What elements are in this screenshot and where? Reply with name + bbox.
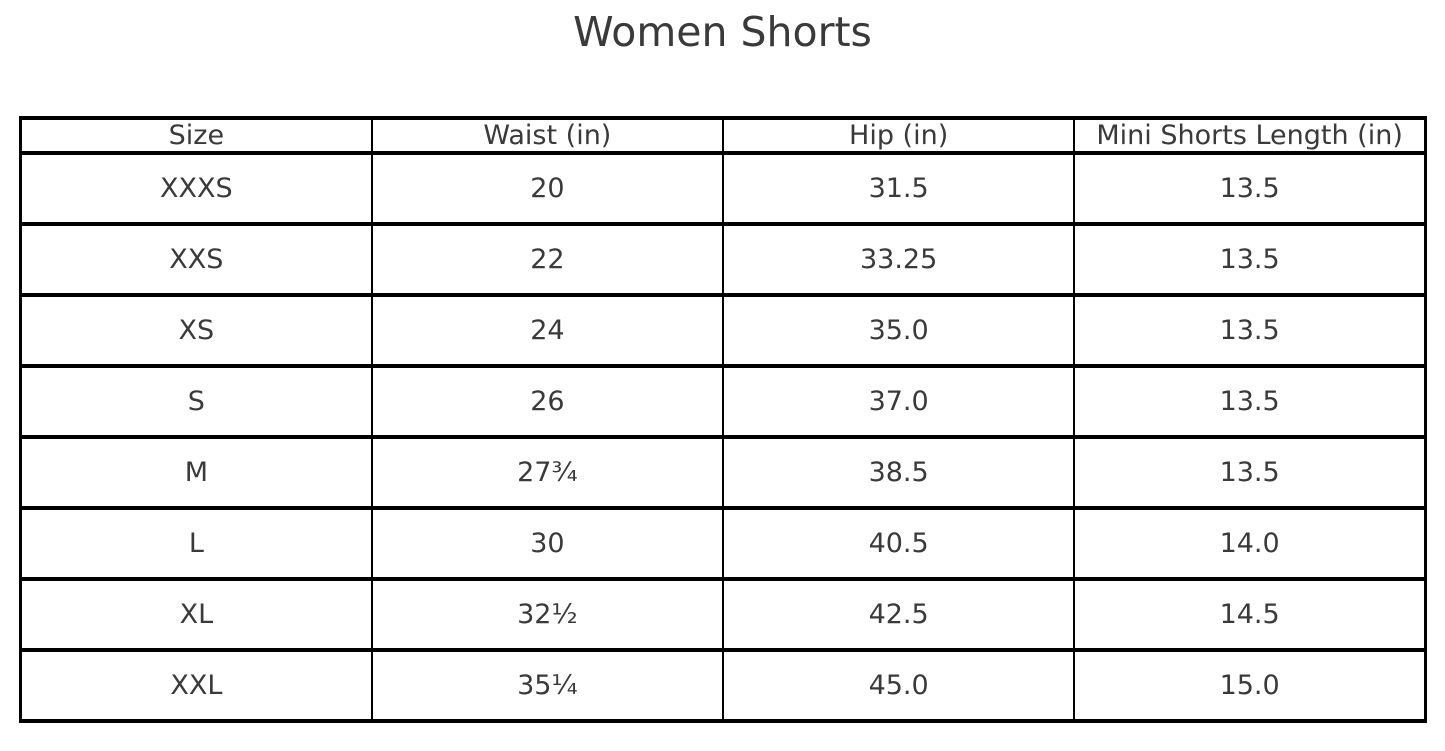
size-chart-body: XXXS 20 31.5 13.5 XXS 22 33.25 13.5 XS 24 35.0 13.5… [19,151,1427,723]
table-cell: 13.5 [1073,364,1427,439]
table-cell: L [19,506,373,581]
table-cell: 14.5 [1073,577,1427,652]
table-cell: XS [19,293,373,368]
table-row: M 27¾ 38.5 13.5 [19,435,1427,510]
table-row: S 26 37.0 13.5 [19,364,1427,439]
table-cell: 38.5 [721,435,1076,510]
table-cell: 42.5 [721,577,1076,652]
table-cell: 35¼ [370,648,725,723]
table-cell: 27¾ [370,435,725,510]
table-cell: XL [19,577,373,652]
table-cell: 13.5 [1073,293,1427,368]
table-cell: 37.0 [721,364,1076,439]
table-cell: 40.5 [721,506,1076,581]
table-cell: 13.5 [1073,222,1427,297]
table-cell: XXS [19,222,373,297]
table-cell: 24 [370,293,725,368]
table-cell: 15.0 [1073,648,1427,723]
table-cell: 30 [370,506,725,581]
column-header-0: Size [19,116,373,155]
table-cell: 35.0 [721,293,1076,368]
table-cell: 14.0 [1073,506,1427,581]
table-cell: 13.5 [1073,435,1427,510]
column-header-2: Hip (in) [721,116,1076,155]
table-cell: 26 [370,364,725,439]
page-title: Women Shorts [573,8,872,56]
table-row: XL 32½ 42.5 14.5 [19,577,1427,652]
header-row: Size Waist (in) Hip (in) Mini Shorts Length… [19,116,1427,155]
table-row: L 30 40.5 14.0 [19,506,1427,581]
table-cell: 32½ [370,577,725,652]
column-header-1: Waist (in) [370,116,725,155]
column-header-3: Mini Shorts Length (in) [1073,116,1427,155]
table-cell: 33.25 [721,222,1076,297]
table-row: XXS 22 33.25 13.5 [19,222,1427,297]
table-cell: S [19,364,373,439]
table-cell: M [19,435,373,510]
table-cell: 22 [370,222,725,297]
size-chart-header: Size Waist (in) Hip (in) Mini Shorts Length… [19,116,1427,155]
table-cell: 45.0 [721,648,1076,723]
table-cell: XXXS [19,151,373,226]
table-row: XXL 35¼ 45.0 15.0 [19,648,1427,723]
table-cell: XXL [19,648,373,723]
table-row: XXXS 20 31.5 13.5 [19,151,1427,226]
table-cell: 31.5 [721,151,1076,226]
table-cell: 20 [370,151,725,226]
size-chart-table: Size Waist (in) Hip (in) Mini Shorts Length… [19,116,1427,723]
table-cell: 13.5 [1073,151,1427,226]
table-row: XS 24 35.0 13.5 [19,293,1427,368]
